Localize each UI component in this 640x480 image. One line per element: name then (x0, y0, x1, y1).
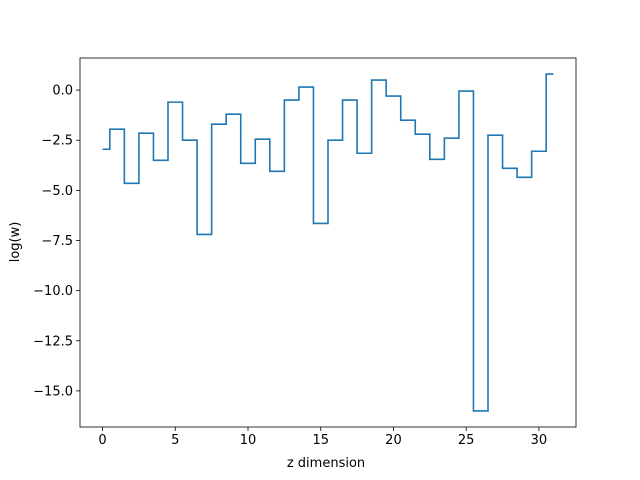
series-layer (102, 73, 554, 412)
plot-area (79, 57, 577, 428)
y-tick-label: 0.0 (52, 84, 73, 99)
axes-frame (79, 57, 577, 428)
y-tick-label: −7.5 (41, 234, 73, 249)
x-tick-label: 30 (531, 433, 548, 448)
x-axis-label: z dimension (287, 456, 365, 471)
y-axis-ticks: 0.0 −2.5 −5.0 −7.5 −10.0 −12.5 −15.0 (33, 84, 80, 399)
x-axis-ticks: 0 5 10 15 20 25 30 (98, 427, 547, 448)
x-tick-label: 10 (240, 433, 257, 448)
y-tick-label: −12.5 (33, 334, 73, 349)
x-tick-label: 15 (312, 433, 329, 448)
y-tick-label: −10.0 (33, 284, 73, 299)
x-tick-label: 20 (385, 433, 402, 448)
y-tick-label: −2.5 (41, 134, 73, 149)
x-tick-label: 5 (171, 433, 179, 448)
y-axis-label: log(w) (8, 222, 23, 263)
y-tick-label: −5.0 (41, 184, 73, 199)
y-tick-label: −15.0 (33, 384, 73, 399)
x-tick-label: 25 (458, 433, 475, 448)
x-tick-label: 0 (98, 433, 106, 448)
series-line-0 (102, 73, 554, 412)
